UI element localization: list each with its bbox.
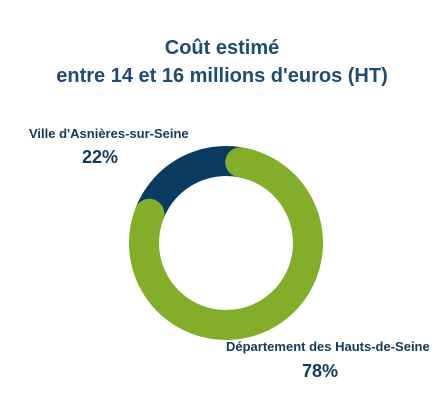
value-departement-hauts-de-seine: 78% [302,361,339,381]
value-ville-asnieres: 22% [82,147,119,167]
chart-title-line-1: Coût estimé [164,37,280,59]
chart-title-line-2: entre 14 et 16 millions d'euros (HT) [56,65,388,87]
segment-departement-hauts-de-seine [129,145,323,340]
label-ville-asnieres: Ville d'Asnières-sur-Seine [29,126,189,141]
label-departement-hauts-de-seine: Département des Hauts-de-Seine [226,339,430,354]
